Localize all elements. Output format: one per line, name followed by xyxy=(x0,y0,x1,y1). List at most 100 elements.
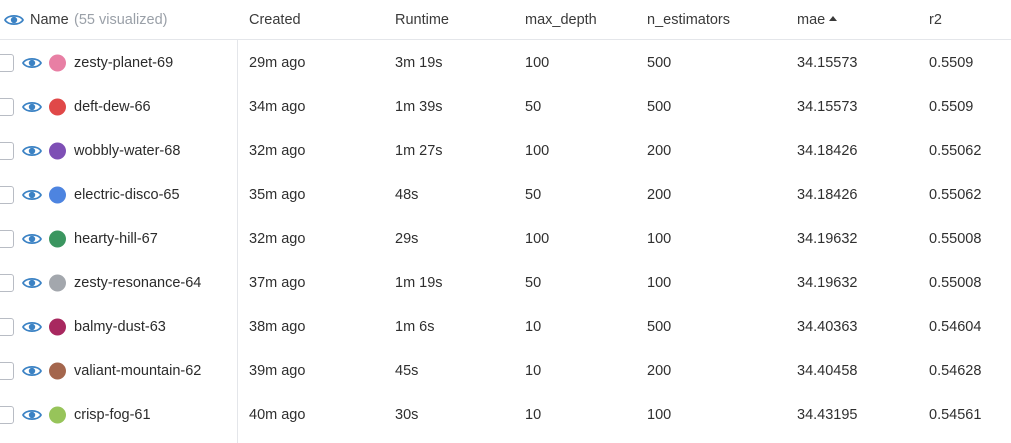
table-row[interactable]: valiant-mountain-62 39m ago 45s 10 200 3… xyxy=(0,349,1011,393)
created-cell: 32m ago xyxy=(249,143,306,159)
run-color-dot[interactable] xyxy=(49,186,66,204)
header-mae-label[interactable]: mae xyxy=(797,11,826,28)
r2-cell: 0.54628 xyxy=(929,363,982,379)
created-cell: 38m ago xyxy=(249,319,306,335)
max-depth-cell: 100 xyxy=(525,231,550,247)
max-depth-cell: 100 xyxy=(525,55,550,71)
eye-icon[interactable] xyxy=(22,364,42,378)
eye-icon[interactable] xyxy=(22,320,42,334)
row-checkbox[interactable] xyxy=(0,98,14,116)
table-row[interactable]: wobbly-water-68 32m ago 1m 27s 100 200 3… xyxy=(0,129,1011,173)
run-name[interactable]: hearty-hill-67 xyxy=(74,231,158,247)
created-cell: 34m ago xyxy=(249,99,306,115)
header-n-estimators[interactable]: n_estimators xyxy=(647,11,731,28)
run-name[interactable]: wobbly-water-68 xyxy=(74,143,181,159)
eye-icon[interactable] xyxy=(22,144,42,158)
n-estimators-cell: 200 xyxy=(647,143,672,159)
row-checkbox[interactable] xyxy=(0,274,14,292)
run-color-dot[interactable] xyxy=(49,362,66,380)
row-checkbox[interactable] xyxy=(0,362,14,380)
run-name[interactable]: crisp-fog-61 xyxy=(74,407,151,423)
run-name[interactable]: zesty-resonance-64 xyxy=(74,275,202,291)
header-created[interactable]: Created xyxy=(249,11,301,28)
runtime-cell: 1m 39s xyxy=(395,99,443,115)
mae-cell: 34.15573 xyxy=(797,99,858,115)
n-estimators-cell: 500 xyxy=(647,319,672,335)
name-column-divider[interactable] xyxy=(237,0,238,443)
row-checkbox[interactable] xyxy=(0,142,14,160)
mae-cell: 34.18426 xyxy=(797,143,858,159)
mae-cell: 34.43195 xyxy=(797,407,858,423)
r2-cell: 0.55062 xyxy=(929,187,982,203)
header-runtime[interactable]: Runtime xyxy=(395,11,449,28)
runtime-cell: 30s xyxy=(395,407,419,423)
eye-icon[interactable] xyxy=(22,232,42,246)
r2-cell: 0.5509 xyxy=(929,55,974,71)
max-depth-cell: 100 xyxy=(525,143,550,159)
run-name[interactable]: zesty-planet-69 xyxy=(74,55,174,71)
runtime-cell: 1m 19s xyxy=(395,275,443,291)
r2-cell: 0.5509 xyxy=(929,99,974,115)
eye-icon[interactable] xyxy=(22,276,42,290)
run-color-dot[interactable] xyxy=(49,406,66,424)
table-row[interactable]: electric-disco-65 35m ago 48s 50 200 34.… xyxy=(0,173,1011,217)
table-row[interactable]: balmy-dust-63 38m ago 1m 6s 10 500 34.40… xyxy=(0,305,1011,349)
table-row[interactable]: zesty-resonance-64 37m ago 1m 19s 50 100… xyxy=(0,261,1011,305)
header-name-label[interactable]: Name xyxy=(30,11,69,28)
row-checkbox[interactable] xyxy=(0,318,14,336)
n-estimators-cell: 100 xyxy=(647,407,672,423)
created-cell: 35m ago xyxy=(249,187,306,203)
max-depth-cell: 50 xyxy=(525,275,542,291)
n-estimators-cell: 200 xyxy=(647,187,672,203)
created-cell: 37m ago xyxy=(249,275,306,291)
runtime-cell: 48s xyxy=(395,187,419,203)
run-name[interactable]: balmy-dust-63 xyxy=(74,319,166,335)
run-name[interactable]: valiant-mountain-62 xyxy=(74,363,202,379)
table-row[interactable]: deft-dew-66 34m ago 1m 39s 50 500 34.155… xyxy=(0,85,1011,129)
header-mae[interactable]: mae xyxy=(797,0,838,39)
row-checkbox[interactable] xyxy=(0,54,14,72)
runtime-cell: 1m 6s xyxy=(395,319,435,335)
eye-icon[interactable] xyxy=(22,100,42,114)
table-row[interactable]: zesty-planet-69 29m ago 3m 19s 100 500 3… xyxy=(0,41,1011,85)
created-cell: 32m ago xyxy=(249,231,306,247)
max-depth-cell: 50 xyxy=(525,99,542,115)
table-row[interactable]: hearty-hill-67 32m ago 29s 100 100 34.19… xyxy=(0,217,1011,261)
n-estimators-cell: 100 xyxy=(647,275,672,291)
table-header: Name (55 visualized) Created Runtime max… xyxy=(0,0,1011,40)
run-color-dot[interactable] xyxy=(49,274,66,292)
eye-icon[interactable] xyxy=(22,56,42,70)
eye-icon[interactable] xyxy=(22,408,42,422)
mae-cell: 34.18426 xyxy=(797,187,858,203)
max-depth-cell: 10 xyxy=(525,363,542,379)
run-color-dot[interactable] xyxy=(49,318,66,336)
header-r2[interactable]: r2 xyxy=(929,11,942,28)
row-checkbox[interactable] xyxy=(0,406,14,424)
r2-cell: 0.55008 xyxy=(929,231,982,247)
created-cell: 29m ago xyxy=(249,55,306,71)
eye-icon[interactable] xyxy=(22,188,42,202)
row-checkbox[interactable] xyxy=(0,186,14,204)
header-visualized-count: (55 visualized) xyxy=(74,11,168,28)
sort-ascending-icon[interactable] xyxy=(829,16,838,21)
max-depth-cell: 50 xyxy=(525,187,542,203)
run-color-dot[interactable] xyxy=(49,142,66,160)
table-row[interactable]: crisp-fog-61 40m ago 30s 10 100 34.43195… xyxy=(0,393,1011,437)
header-max-depth[interactable]: max_depth xyxy=(525,11,597,28)
eye-icon[interactable] xyxy=(4,13,24,27)
run-color-dot[interactable] xyxy=(49,230,66,248)
r2-cell: 0.54561 xyxy=(929,407,982,423)
r2-cell: 0.55062 xyxy=(929,143,982,159)
row-checkbox[interactable] xyxy=(0,230,14,248)
mae-cell: 34.15573 xyxy=(797,55,858,71)
run-name[interactable]: deft-dew-66 xyxy=(74,99,151,115)
runtime-cell: 1m 27s xyxy=(395,143,443,159)
mae-cell: 34.40458 xyxy=(797,363,858,379)
run-color-dot[interactable] xyxy=(49,54,66,72)
runtime-cell: 29s xyxy=(395,231,419,247)
created-cell: 39m ago xyxy=(249,363,306,379)
run-color-dot[interactable] xyxy=(49,98,66,116)
runtime-cell: 3m 19s xyxy=(395,55,443,71)
run-name[interactable]: electric-disco-65 xyxy=(74,187,180,203)
